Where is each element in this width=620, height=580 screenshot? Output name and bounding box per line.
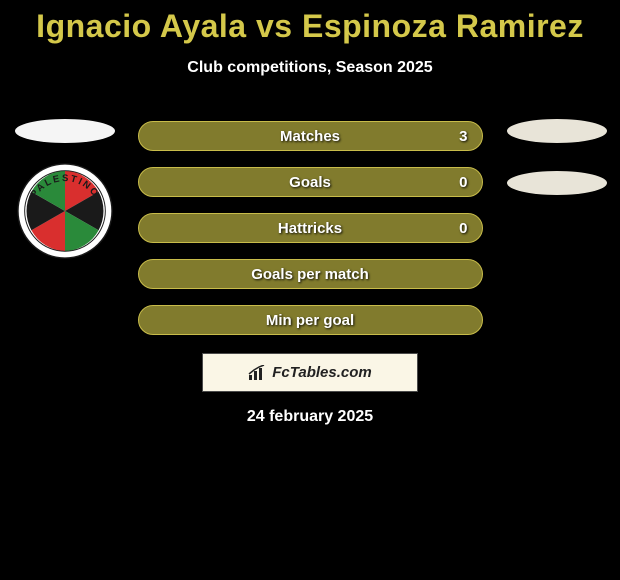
stat-row: Matches 3 bbox=[138, 121, 483, 151]
stat-row: Goals per match bbox=[138, 259, 483, 289]
stat-row: Min per goal bbox=[138, 305, 483, 335]
player2-flag bbox=[507, 119, 607, 143]
stat-row: Hattricks 0 bbox=[138, 213, 483, 243]
stat-value-right: 0 bbox=[459, 174, 467, 191]
player2-club-oval bbox=[507, 171, 607, 195]
vs-label: vs bbox=[256, 8, 293, 44]
main-area: PALESTINO Matches3Goals0Hattricks0Goals … bbox=[0, 121, 620, 335]
stat-value-right: 3 bbox=[459, 128, 467, 145]
stat-label: Min per goal bbox=[266, 312, 354, 329]
stat-label: Matches bbox=[280, 128, 340, 145]
player2-name: Espinoza Ramirez bbox=[302, 8, 584, 44]
branding-box[interactable]: FcTables.com bbox=[202, 353, 418, 392]
stat-value-right: 0 bbox=[459, 220, 467, 237]
player1-flag bbox=[15, 119, 115, 143]
player2-column bbox=[502, 119, 612, 195]
stat-row: Goals 0 bbox=[138, 167, 483, 197]
player1-name: Ignacio Ayala bbox=[36, 8, 246, 44]
stat-label: Goals per match bbox=[251, 266, 369, 283]
stats-column: Matches 3 Goals 0 Hattricks 0 Goals per match M… bbox=[138, 121, 483, 335]
comparison-card: Ignacio Ayala vs Espinoza Ramirez Club c… bbox=[0, 0, 620, 426]
stat-label: Hattricks bbox=[278, 220, 342, 237]
date-label: 24 february 2025 bbox=[0, 408, 620, 426]
chart-icon bbox=[248, 365, 268, 381]
player1-club-badge: PALESTINO bbox=[17, 163, 113, 259]
stat-label: Goals bbox=[289, 174, 331, 191]
subtitle: Club competitions, Season 2025 bbox=[0, 59, 620, 77]
branding-text: FcTables.com bbox=[272, 364, 371, 381]
player1-column: PALESTINO bbox=[10, 119, 120, 259]
page-title: Ignacio Ayala vs Espinoza Ramirez bbox=[0, 0, 620, 45]
